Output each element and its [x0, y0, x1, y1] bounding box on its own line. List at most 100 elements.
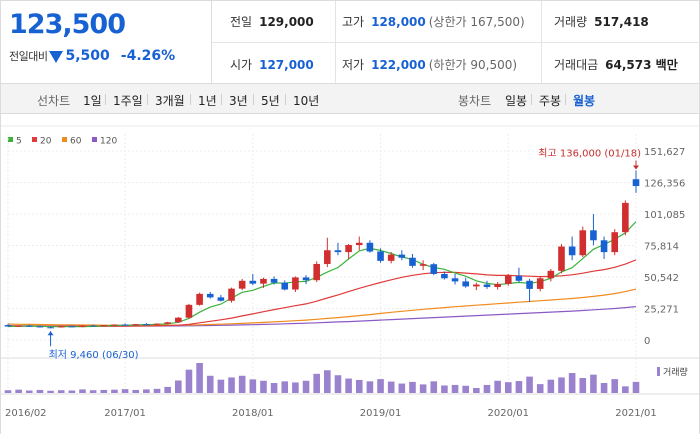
volume-bar: [153, 388, 161, 393]
low-annotation-arrowhead: [47, 331, 54, 336]
stat-label: 거래량: [554, 15, 588, 29]
ma-line-ma120: [8, 306, 637, 327]
candle-body: [462, 281, 469, 287]
candle-daily[interactable]: 일봉: [505, 94, 528, 108]
volume-bar: [313, 373, 320, 393]
separator: [190, 94, 191, 105]
period-3m[interactable]: 3개월: [155, 94, 185, 108]
separator: [105, 94, 106, 105]
stat-value: 64,573 백만: [605, 58, 678, 72]
volume-bar: [175, 380, 182, 393]
candle-body: [398, 254, 406, 258]
candle-body: [451, 278, 459, 282]
candle-body: [536, 278, 544, 289]
header-col-divider: [541, 1, 542, 83]
candle-body: [473, 284, 480, 287]
candle-body: [175, 317, 182, 323]
separator: [285, 94, 286, 105]
volume-bar: [100, 389, 108, 393]
volume-bar: [536, 384, 544, 393]
candle-body: [36, 326, 44, 328]
ma-line-ma60: [7, 288, 637, 326]
separator: [221, 94, 222, 105]
high-annotation-arrowhead: [633, 165, 639, 170]
candle-body: [57, 326, 65, 328]
stat-prev-close: 전일 129,000: [230, 13, 314, 30]
candle-body: [238, 280, 246, 289]
candle-body: [228, 288, 235, 301]
legend-label-5: 5: [16, 137, 22, 147]
candle-body: [111, 324, 118, 326]
legend-swatch: [32, 137, 37, 142]
candle-body: [632, 179, 640, 187]
volume-bar: [451, 384, 459, 393]
candle-body: [334, 250, 342, 253]
candle-monthly[interactable]: 월봉: [573, 94, 596, 108]
candle-body: [292, 277, 299, 290]
volume-bar: [57, 390, 65, 393]
candle-body: [622, 202, 629, 233]
legend-label-120: 120: [100, 137, 117, 147]
volume-bar: [249, 379, 257, 393]
y-tick-label: 25,271: [644, 305, 679, 316]
volume-bar: [164, 386, 171, 393]
x-tick-label: 2021/01: [615, 408, 657, 419]
candle-body: [206, 293, 214, 298]
candle-body: [600, 240, 608, 253]
candle-body: [504, 275, 512, 284]
x-tick-label: 2018/01: [232, 408, 274, 419]
ma-line-ma20: [7, 259, 637, 327]
candle-body: [579, 230, 587, 256]
period-3y[interactable]: 3년: [229, 94, 248, 108]
stat-label: 시가: [230, 58, 253, 72]
volume-bar: [4, 390, 12, 393]
volume-bar: [526, 376, 533, 393]
candle-body: [494, 283, 501, 288]
x-tick-label: 2019/01: [360, 408, 402, 419]
candle-body: [355, 242, 363, 246]
change-row: 전일대비 5,500 -4.26%: [9, 48, 175, 64]
candle-body: [260, 278, 267, 284]
y-tick-label: 0: [644, 336, 650, 347]
candle-body: [164, 322, 171, 324]
stat-label: 전일: [230, 15, 253, 29]
volume-bar: [409, 381, 416, 393]
legend-swatch: [8, 137, 13, 142]
y-tick-label: 75,814: [644, 241, 679, 252]
candle-body: [324, 250, 331, 264]
candle-body: [302, 277, 310, 281]
separator: [253, 94, 254, 105]
volume-bar: [345, 378, 352, 393]
candle-body: [547, 270, 555, 279]
stat-value: 127,000: [259, 58, 314, 72]
stat-value: 517,418: [594, 15, 649, 29]
period-1d[interactable]: 1일: [83, 94, 102, 108]
stat-value: 122,000: [371, 58, 426, 72]
header-row-divider: [212, 42, 700, 43]
period-5y[interactable]: 5년: [261, 94, 280, 108]
volume-bar: [462, 385, 469, 393]
candle-body: [441, 273, 448, 279]
period-1w[interactable]: 1주일: [113, 94, 143, 108]
candle-body: [121, 324, 129, 326]
candle-body: [526, 280, 533, 289]
header-col-divider: [335, 1, 336, 83]
period-1y[interactable]: 1년: [198, 94, 217, 108]
candle-weekly[interactable]: 주봉: [539, 94, 562, 108]
change-label: 전일대비: [9, 50, 48, 63]
volume-bar: [79, 389, 86, 393]
volume-bar: [558, 377, 565, 393]
x-tick-label: 2017/01: [104, 408, 146, 419]
volume-bar: [430, 381, 438, 393]
candle-body: [68, 326, 76, 328]
volume-bar: [292, 382, 299, 393]
volume-bar: [441, 385, 448, 393]
volume-bar: [121, 389, 129, 393]
volume-legend-label: 거래량: [663, 366, 688, 378]
change-rate: -4.26%: [120, 48, 176, 64]
separator: [565, 94, 566, 105]
volume-bar: [196, 363, 203, 393]
period-10y[interactable]: 10년: [293, 94, 320, 108]
volume-bar: [324, 370, 331, 393]
high-annotation-label: 최고 136,000 (01/18): [538, 147, 641, 159]
